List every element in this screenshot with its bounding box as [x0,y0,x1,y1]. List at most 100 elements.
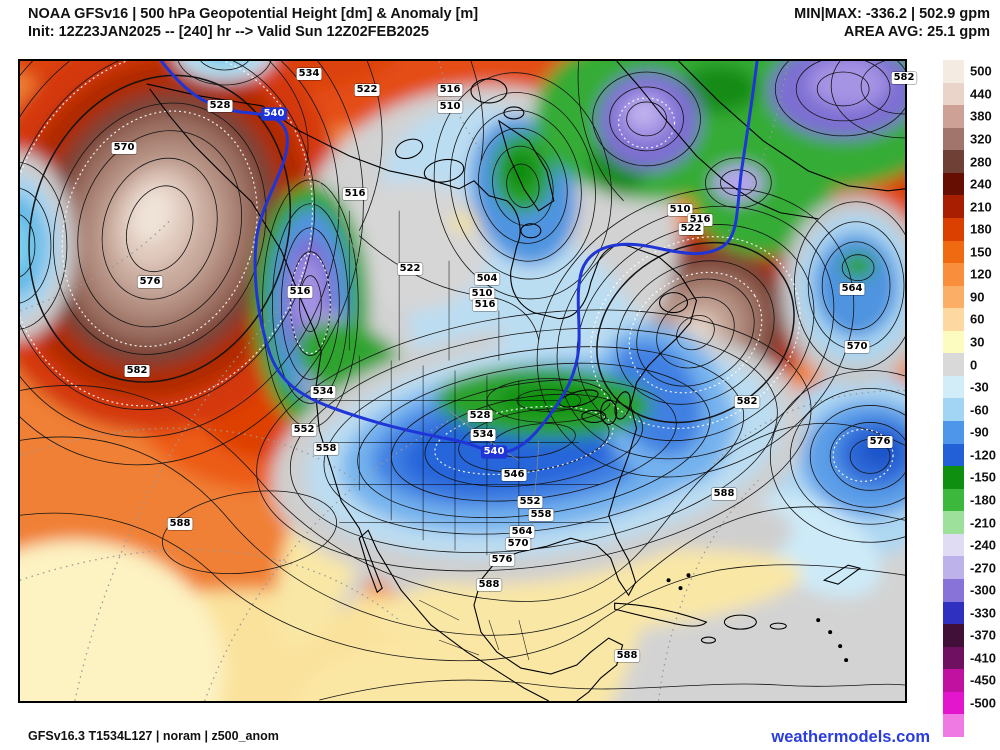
contour-label: 522 [397,263,423,275]
colorbar-cell: 0 [943,353,977,376]
contour-label: 522 [678,223,704,235]
colorbar-cell [943,714,964,737]
map-canvas [20,61,905,701]
contour-label: 528 [467,410,493,422]
colorbar-cell: -30 [943,375,989,399]
colorbar-tick-label: -370 [970,627,997,643]
contour-label: 510 [469,288,495,300]
contour-label: 564 [509,526,535,538]
minmax-readout: MIN|MAX: -336.2 | 502.9 gpm [794,6,990,22]
colorbar-tick-label: -30 [970,379,989,395]
colorbar-cell: 90 [943,285,984,309]
colorbar-cell: 210 [943,195,992,218]
colorbar-cell: 380 [943,105,992,128]
contour-label: 546 [501,469,527,481]
colorbar-tick-label: 320 [970,131,992,147]
contour-label: 582 [891,72,917,84]
contour-label: 522 [354,84,380,96]
colorbar-cell: -240 [943,533,996,557]
colorbar-tick-label: -180 [970,492,997,508]
contour-label: 576 [867,436,893,448]
colorbar-tick-label: 240 [970,176,992,192]
model-info: GFSv16.3 T1534L127 | noram | z500_anom [28,729,279,743]
colorbar-tick-label: -60 [970,402,989,418]
colorbar-tick-label: 60 [970,311,985,327]
colorbar-tick-label: -300 [970,582,997,598]
contour-label: 570 [844,341,870,353]
contour-label: 558 [313,443,339,455]
colorbar-cell: -90 [943,421,989,444]
coastlines [146,61,905,701]
colorbar-cell: 60 [943,308,984,331]
contour-label: 582 [124,365,150,377]
colorbar-tick-label: -330 [970,605,997,621]
colorbar-tick-label: -150 [970,469,997,485]
colorbar-cell: -270 [943,556,996,579]
contour-label: 510 [667,204,693,216]
contour-540-label: 540 [261,108,287,120]
contour-label: 534 [470,429,496,441]
contour-label: 528 [207,100,233,112]
contour-label: 504 [474,273,500,285]
watermark-site: weathermodels.com [771,728,930,746]
contour-label: 558 [528,509,554,521]
colorbar-tick-label: -120 [970,447,997,463]
contour-label: 588 [614,650,640,662]
anomaly-shading [20,61,905,701]
colorbar-cell: 30 [943,330,984,354]
anomaly-colorbar: 500 440 380 320 280 240 210 180 150 120 90 60 30 0 -30… [943,60,996,737]
colorbar-cell: 120 [943,263,992,286]
page-title: NOAA GFSv16 | 500 hPa Geopotential Heigh… [28,6,479,22]
colorbar-tick-label: 90 [970,289,985,305]
contour-label: 588 [167,518,193,530]
colorbar-cell: -450 [943,669,996,692]
colorbar-tick-label: 150 [970,244,992,260]
contour-label: 534 [310,386,336,398]
contour-label: 570 [111,142,137,154]
anomaly-map: 534 528 522 516 510 570 576 582 588 534 552 558 528 5… [18,59,917,703]
colorbar-tick-label: -270 [970,560,997,576]
contour-label: 564 [839,283,865,295]
colorbar-tick-label: 30 [970,334,985,350]
contour-label-layer: 534 528 522 516 510 570 576 582 588 534 552 558 528 5… [20,61,917,701]
colorbar-tick-label: -500 [970,695,997,711]
contour-label: 588 [711,488,737,500]
colorbar-tick-label: -410 [970,650,997,666]
contour-label: 534 [296,68,322,80]
contour-label: 516 [342,188,368,200]
colorbar-cell: -210 [943,511,996,534]
colorbar-cell: 320 [943,127,992,151]
colorbar-tick-label: 180 [970,221,992,237]
contour-label: 516 [437,84,463,96]
colorbar-cell: 280 [943,150,992,173]
colorbar-tick-label: -90 [970,424,989,440]
colorbar-cell: -370 [943,624,996,647]
contour-540-label: 540 [481,446,507,458]
contour-label: 570 [505,538,531,550]
colorbar-tick-label: 500 [970,63,992,79]
contour-label: 516 [472,299,498,311]
contour-label: 510 [437,101,463,113]
contour-label: 552 [517,496,543,508]
page-subtitle: Init: 12Z23JAN2025 -- [240] hr --> Valid… [28,24,429,40]
colorbar-tick-label: -240 [970,537,997,553]
contour-label: 516 [287,286,313,298]
colorbar-cell: -150 [943,466,996,489]
colorbar-cell: 180 [943,217,992,241]
colorbar-tick-label: 210 [970,199,992,215]
colorbar-tick-label: 280 [970,154,992,170]
colorbar-tick-label: 380 [970,108,992,124]
colorbar-cell: 500 [943,60,992,83]
colorbar-cell: -500 [943,691,996,715]
colorbar-cell: -300 [943,578,996,602]
area-avg-readout: AREA AVG: 25.1 gpm [843,24,990,40]
colorbar-tick-label: -450 [970,672,997,688]
contour-label: 582 [734,396,760,408]
graticule-lines [20,61,905,701]
contour-label: 576 [489,554,515,566]
colorbar-cell: -60 [943,398,989,421]
colorbar-tick-label: -210 [970,515,997,531]
colorbar-cell: -410 [943,646,996,670]
colorbar-cell: 150 [943,240,992,264]
colorbar-cell: -120 [943,443,996,467]
